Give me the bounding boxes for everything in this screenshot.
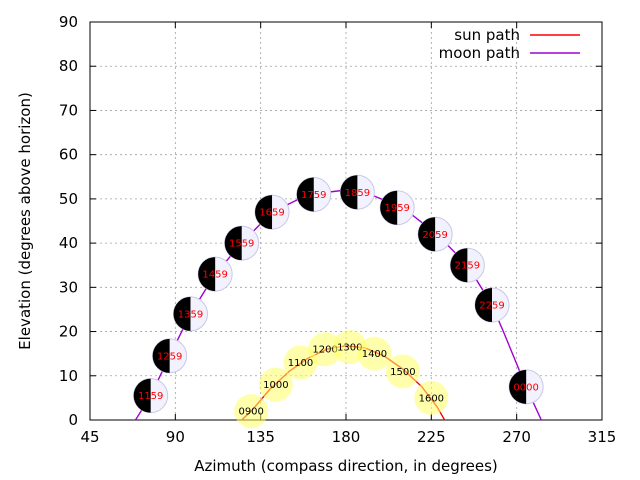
sun-marker-disc (357, 336, 392, 371)
moon-marker: 1459 (197, 256, 233, 292)
moon-marker-label: 1759 (301, 190, 326, 201)
y-tick-label: 20 (59, 323, 78, 341)
moon-marker-label: 2259 (479, 301, 504, 312)
x-tick-label: 45 (80, 428, 99, 446)
moon-marker-dark-half (224, 226, 242, 261)
sun-marker: 1400 (357, 336, 392, 371)
moon-marker-dark-half (133, 378, 151, 413)
y-tick-label: 90 (59, 13, 78, 31)
sun-marker-label: 1000 (263, 380, 288, 391)
moon-marker-label: 1359 (178, 309, 203, 320)
sun-marker-disc (308, 332, 343, 367)
sun-marker: 1200 (308, 332, 343, 367)
y-tick-label: 80 (59, 57, 78, 75)
y-tick-label: 60 (59, 146, 78, 164)
moon-marker: 2059 (417, 216, 453, 252)
sun-marker-disc (234, 394, 269, 429)
moon-marker: 1759 (296, 176, 332, 212)
axis-ticks: 45 90 135 180 225 270 315 0 10 20 30 40 50 60 70 80 90 (59, 13, 616, 446)
sun-marker-disc (414, 380, 449, 415)
moon-marker: 1659 (254, 194, 290, 230)
y-tick-label: 70 (59, 101, 78, 119)
moon-marker: 1359 (173, 296, 209, 332)
sun-marker-label: 1300 (337, 343, 362, 354)
moon-marker-dark-half (340, 175, 358, 210)
sun-marker: 1000 (258, 367, 293, 402)
y-tick-label: 10 (59, 367, 78, 385)
moon-marker-dark-half (173, 296, 191, 331)
moon-marker-label: 1659 (259, 208, 284, 219)
moon-marker: 0000 (508, 369, 544, 405)
legend: sun path moon path (439, 26, 580, 62)
x-tick-label: 270 (502, 428, 531, 446)
sun-marker-disc (258, 367, 293, 402)
x-axis-label: Azimuth (compass direction, in degrees) (194, 457, 498, 475)
moon-marker: 1859 (339, 174, 375, 210)
moon-marker-dark-half (418, 217, 436, 252)
moon-marker-dark-half (509, 369, 527, 404)
moon-marker-label: 1559 (229, 239, 254, 250)
moon-marker: 1259 (152, 338, 188, 374)
moon-marker-label: 1959 (384, 203, 409, 214)
moon-marker: 1159 (133, 378, 169, 414)
sun-marker-label: 0900 (238, 407, 263, 418)
moon-marker-dark-half (198, 257, 216, 292)
sun-marker-disc (385, 354, 420, 389)
y-tick-label: 40 (59, 234, 78, 252)
sun-marker-label: 1600 (419, 393, 444, 404)
grid-lines (90, 22, 602, 420)
moon-marker-dark-half (296, 177, 314, 212)
y-tick-label: 30 (59, 278, 78, 296)
x-tick-label: 315 (588, 428, 617, 446)
x-tick-label: 225 (417, 428, 446, 446)
sun-marker: 1600 (414, 380, 449, 415)
x-tick-label: 180 (332, 428, 361, 446)
moon-marker: 2259 (474, 287, 510, 323)
moon-marker-label: 1259 (157, 351, 182, 362)
moon-marker-label: 2159 (455, 261, 480, 272)
legend-moon-label: moon path (439, 44, 520, 62)
y-axis-label: Elevation (degrees above horizon) (16, 92, 34, 350)
moon-marker-label: 2059 (422, 230, 447, 241)
sun-marker: 1500 (385, 354, 420, 389)
sun-marker-label: 1100 (288, 358, 313, 369)
moon-marker-label: 1159 (138, 391, 163, 402)
sun-marker-label: 1400 (362, 349, 387, 360)
moon-marker-dark-half (450, 248, 468, 283)
x-tick-label: 135 (246, 428, 275, 446)
moon-marker-label: 1859 (345, 188, 370, 199)
moon-marker-label: 1459 (202, 270, 227, 281)
sun-marker: 0900 (234, 394, 269, 429)
moon-marker-dark-half (380, 190, 398, 225)
moon-marker-dark-half (475, 288, 493, 323)
y-tick-label: 0 (68, 411, 78, 429)
x-tick-label: 90 (166, 428, 185, 446)
y-tick-label: 50 (59, 190, 78, 208)
moon-marker: 1959 (379, 190, 415, 226)
moon-marker-label: 0000 (513, 382, 538, 393)
sun-marker-label: 1500 (390, 367, 415, 378)
moon-marker: 2159 (449, 247, 485, 283)
moon-marker-dark-half (255, 195, 273, 230)
sun-marker-label: 1200 (312, 345, 337, 356)
legend-sun-label: sun path (454, 26, 520, 44)
moon-marker: 1559 (224, 225, 260, 261)
moon-marker-dark-half (152, 338, 170, 373)
